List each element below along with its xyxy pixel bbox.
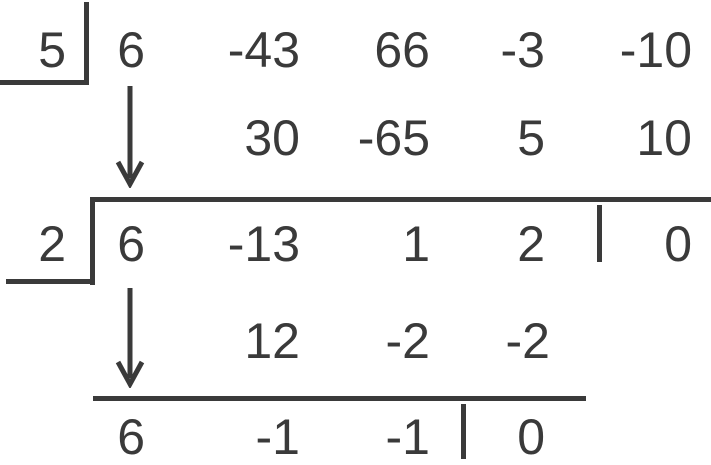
remainder-divider-1 xyxy=(597,205,602,262)
sum-line-2 xyxy=(93,396,586,401)
coefficient: -10 xyxy=(619,22,692,78)
remainder-1: 0 xyxy=(664,216,692,272)
product: 12 xyxy=(244,313,300,369)
divisor-bracket-1-vertical xyxy=(84,2,89,84)
result: 6 xyxy=(117,409,145,465)
coefficient: 6 xyxy=(117,22,145,78)
remainder-divider-2 xyxy=(461,404,466,459)
result: -1 xyxy=(255,409,300,465)
divisor-bracket-2-vertical xyxy=(90,197,95,285)
divisor-2: 2 xyxy=(38,216,66,272)
down-arrow-icon xyxy=(115,288,145,388)
product: 10 xyxy=(636,110,692,166)
product: -2 xyxy=(385,313,430,369)
coefficient: -3 xyxy=(500,22,545,78)
coefficient: -43 xyxy=(227,22,300,78)
product: -2 xyxy=(505,313,550,369)
result: 1 xyxy=(402,216,430,272)
divisor-1: 5 xyxy=(38,22,66,78)
product: 5 xyxy=(517,110,545,166)
result: 6 xyxy=(117,216,145,272)
result: 2 xyxy=(517,216,545,272)
sum-line-1 xyxy=(90,197,711,202)
product: -65 xyxy=(357,110,430,166)
result: -13 xyxy=(227,216,300,272)
product: 30 xyxy=(244,110,300,166)
down-arrow-icon xyxy=(115,86,145,188)
coefficient: 66 xyxy=(374,22,430,78)
divisor-bracket-1-horizontal xyxy=(0,80,89,85)
result: -1 xyxy=(385,409,430,465)
divisor-bracket-2-horizontal xyxy=(6,279,95,284)
remainder-2: 0 xyxy=(517,409,545,465)
